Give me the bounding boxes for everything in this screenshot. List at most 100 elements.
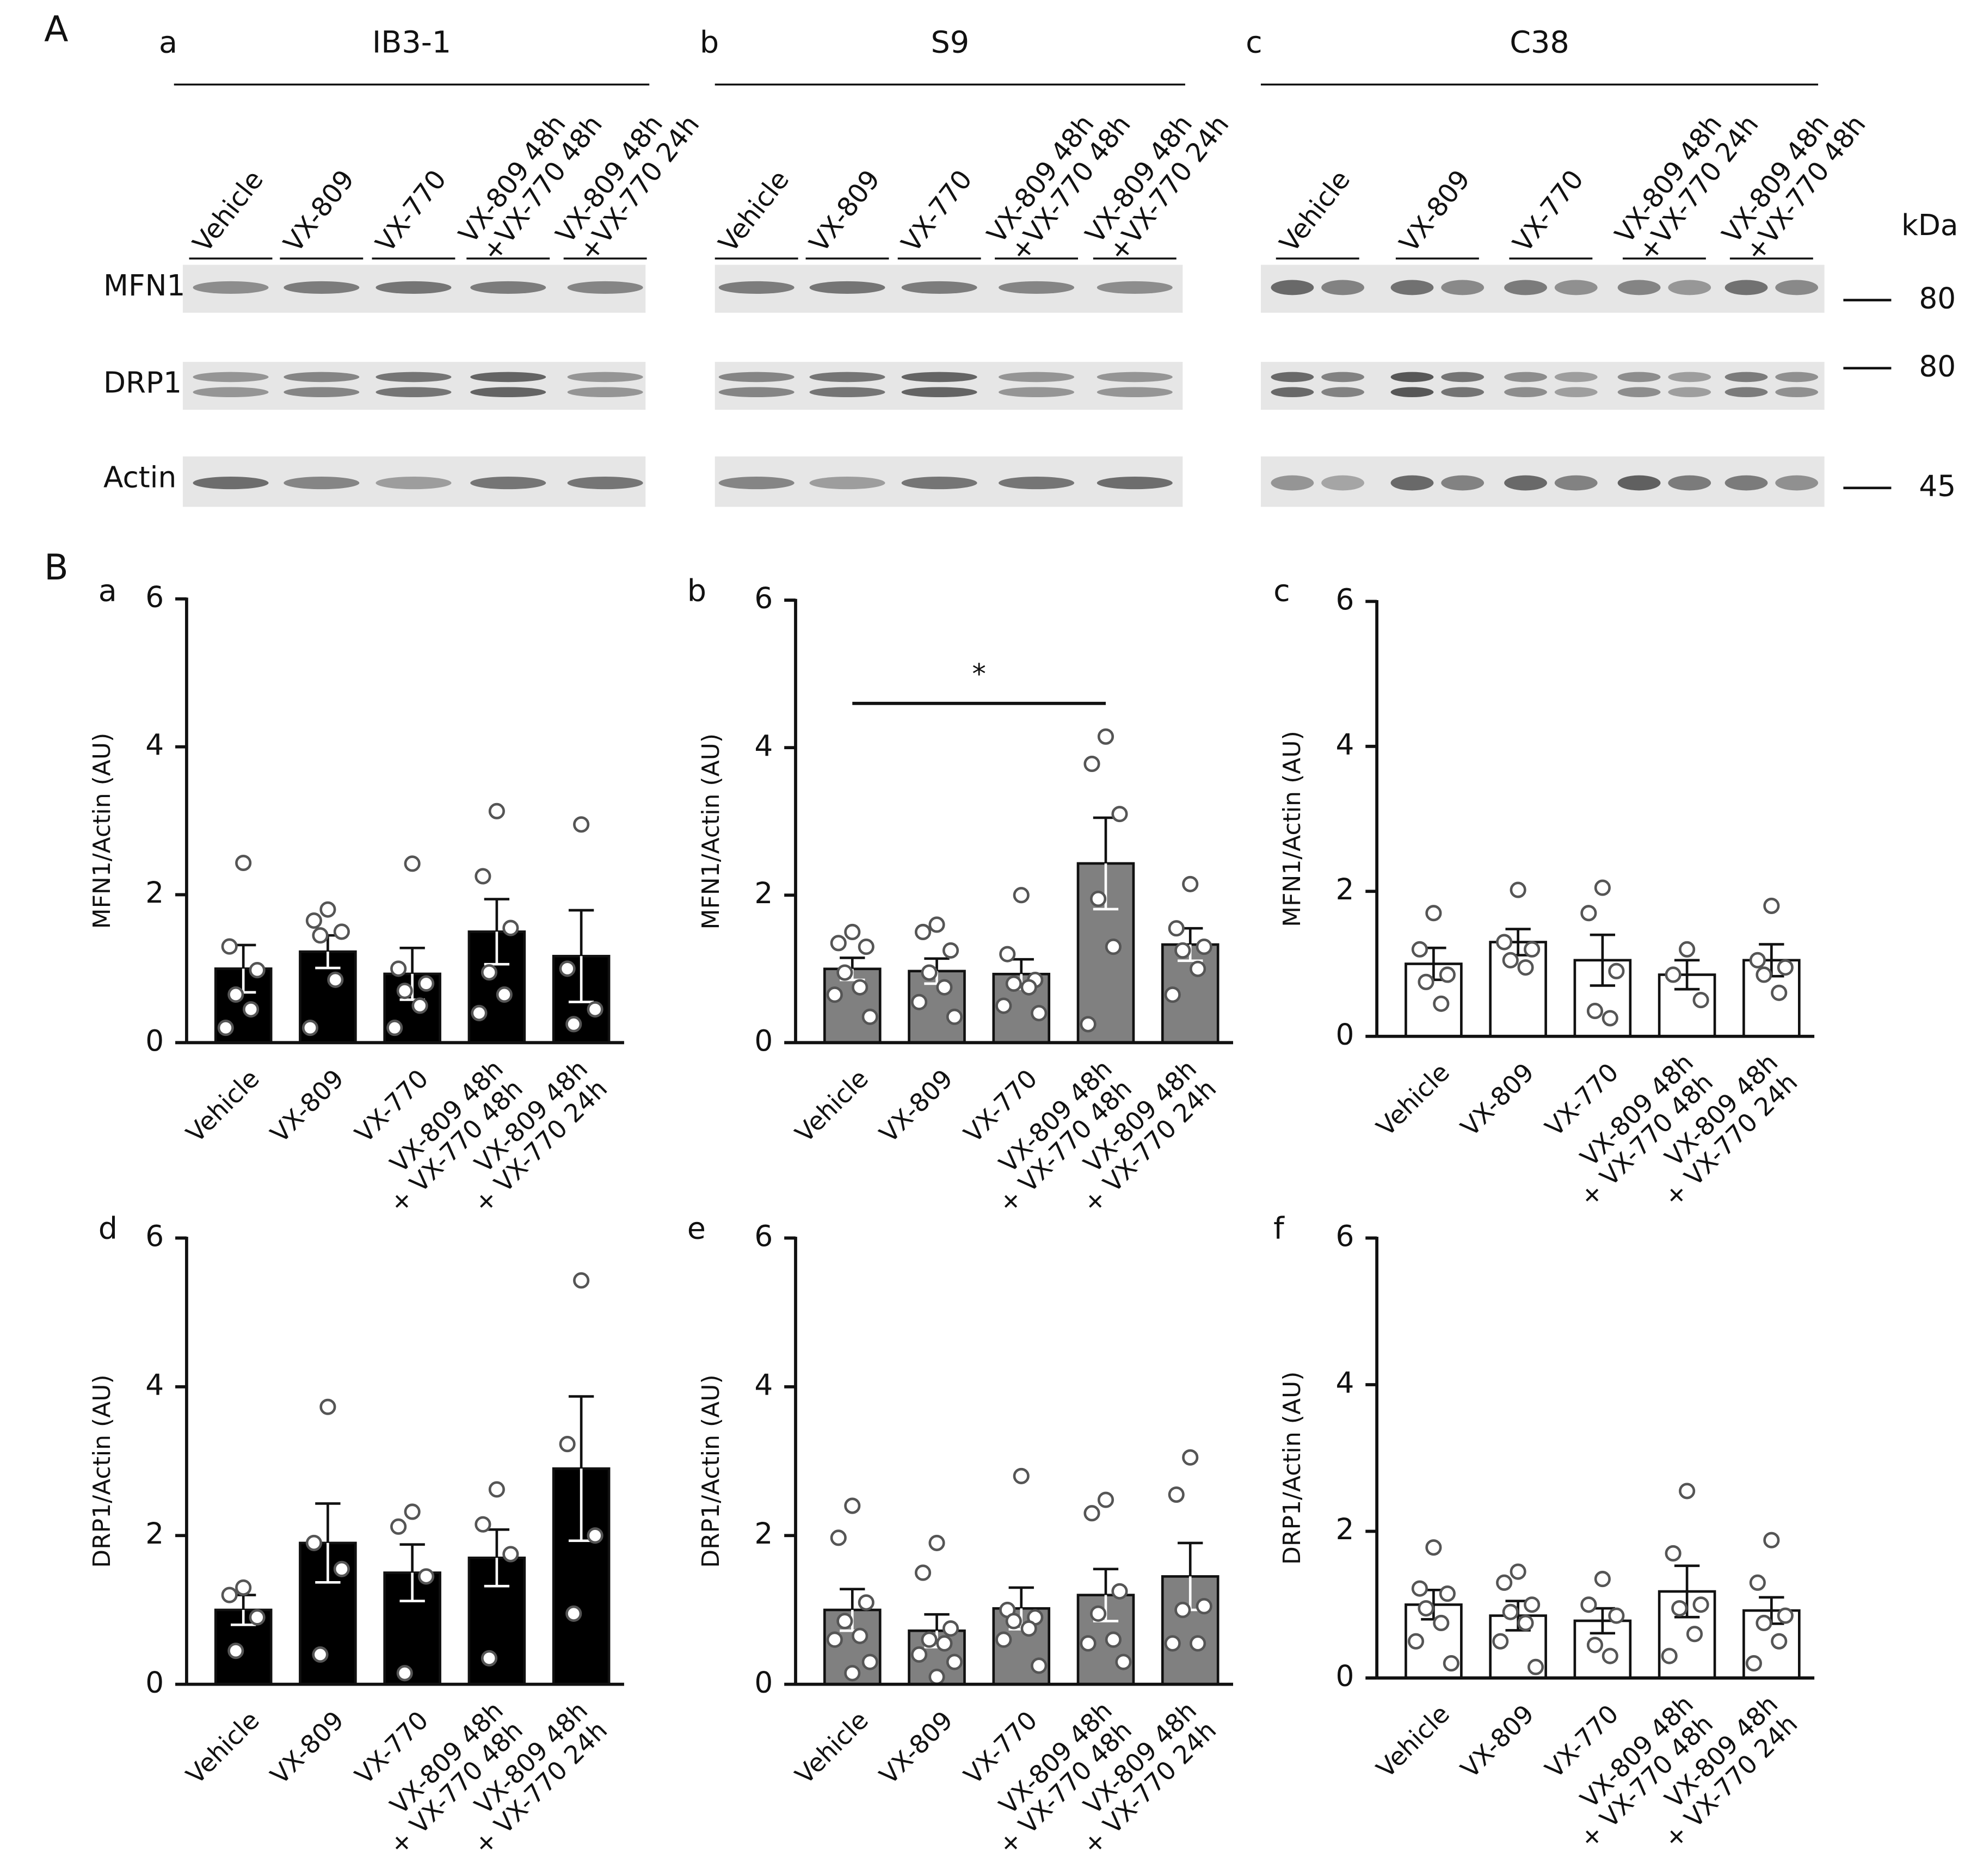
data-point: [243, 1001, 260, 1018]
data-point: [312, 1646, 329, 1663]
data-point: [1586, 1637, 1604, 1653]
data-point: [1168, 920, 1185, 937]
blot-band: [1554, 372, 1598, 382]
data-point: [418, 975, 435, 992]
y-tick-label: 6: [1336, 1219, 1354, 1253]
data-point: [1031, 1005, 1048, 1022]
blot-band: [1097, 372, 1173, 382]
blot-band: [284, 387, 360, 398]
data-point: [227, 1643, 244, 1659]
blot-band: [1554, 280, 1598, 295]
data-point: [1433, 995, 1450, 1012]
data-point: [1749, 952, 1766, 968]
data-point: [1425, 1539, 1442, 1556]
blot-band: [999, 372, 1075, 382]
blot-letter: a: [159, 24, 177, 60]
data-point: [1190, 1635, 1206, 1652]
y-tick-label: 4: [754, 1368, 773, 1402]
data-point: [396, 983, 413, 999]
blot-band: [901, 281, 977, 294]
panel-label: B: [44, 547, 69, 588]
data-point: [1608, 1607, 1625, 1624]
data-point: [1608, 962, 1625, 979]
data-point: [488, 1481, 505, 1498]
significance-label: *: [972, 658, 986, 690]
blot-letter: b: [700, 24, 719, 60]
data-point: [301, 1020, 319, 1036]
data-point: [1496, 1574, 1513, 1591]
data-point: [404, 855, 421, 872]
data-point: [946, 1008, 963, 1025]
blot-band: [999, 387, 1075, 398]
data-point: [1502, 952, 1519, 968]
blot-band: [1390, 372, 1434, 382]
blot-band: [1390, 475, 1434, 491]
data-point: [830, 935, 847, 952]
data-point: [1090, 1605, 1107, 1622]
data-point: [235, 854, 252, 872]
data-point: [1594, 1571, 1611, 1588]
blot-band: [375, 281, 452, 294]
y-tick-label: 6: [145, 1219, 164, 1253]
blot-title: IB3-1: [372, 24, 451, 60]
data-point: [1517, 1614, 1534, 1632]
data-point: [1105, 939, 1122, 955]
y-axis-label: MFN1/Actin (AU): [88, 733, 116, 929]
data-point: [830, 1529, 847, 1546]
data-point: [1749, 1574, 1766, 1591]
blot-band: [567, 372, 643, 382]
data-point: [826, 1631, 843, 1648]
data-point: [1665, 1545, 1682, 1562]
blot-membrane: [1260, 362, 1825, 410]
blot-band: [375, 476, 452, 490]
y-tick-label: 4: [145, 1368, 164, 1402]
blot-band: [193, 281, 269, 294]
data-point: [1411, 1580, 1428, 1597]
data-point: [942, 942, 959, 959]
data-point: [1196, 1598, 1212, 1615]
data-point: [573, 1272, 590, 1289]
data-point: [1013, 887, 1030, 904]
blot-band: [470, 476, 546, 490]
data-point: [999, 946, 1016, 962]
data-point: [312, 927, 329, 944]
data-point: [1756, 1614, 1772, 1632]
y-tick-label: 6: [754, 1219, 773, 1253]
data-point: [1005, 975, 1022, 992]
blot-band: [375, 372, 452, 382]
y-tick-label: 0: [754, 1024, 773, 1058]
blot-band: [1097, 281, 1173, 294]
data-point: [221, 938, 238, 955]
data-point: [559, 1436, 576, 1453]
data-point: [475, 868, 491, 885]
data-point: [1510, 881, 1526, 898]
data-point: [836, 1613, 853, 1630]
data-point: [587, 1527, 603, 1544]
data-point: [1771, 1633, 1788, 1650]
data-point: [475, 1516, 491, 1533]
y-tick-label: 2: [1336, 873, 1354, 906]
blot-band: [1271, 280, 1314, 295]
data-point: [1510, 1563, 1526, 1580]
chart-letter: a: [98, 573, 117, 608]
marker-label: 80: [1919, 281, 1956, 315]
data-point: [858, 939, 874, 955]
kda-label: kDa: [1901, 208, 1958, 242]
data-point: [1005, 1613, 1022, 1630]
blot-band: [1321, 280, 1364, 295]
blot-band: [1554, 387, 1598, 398]
data-point: [1594, 879, 1611, 896]
blot-band: [901, 476, 977, 490]
data-point: [1686, 1626, 1703, 1643]
data-point: [1524, 941, 1541, 958]
data-point: [411, 997, 428, 1014]
blot-band: [718, 476, 795, 490]
blot-band: [1617, 280, 1661, 295]
blot-band: [1504, 475, 1547, 491]
data-point: [496, 986, 513, 1003]
blot-band: [470, 372, 546, 382]
data-point: [559, 960, 576, 977]
data-point: [836, 964, 853, 981]
blot-band: [193, 476, 269, 490]
data-point: [1580, 905, 1597, 922]
